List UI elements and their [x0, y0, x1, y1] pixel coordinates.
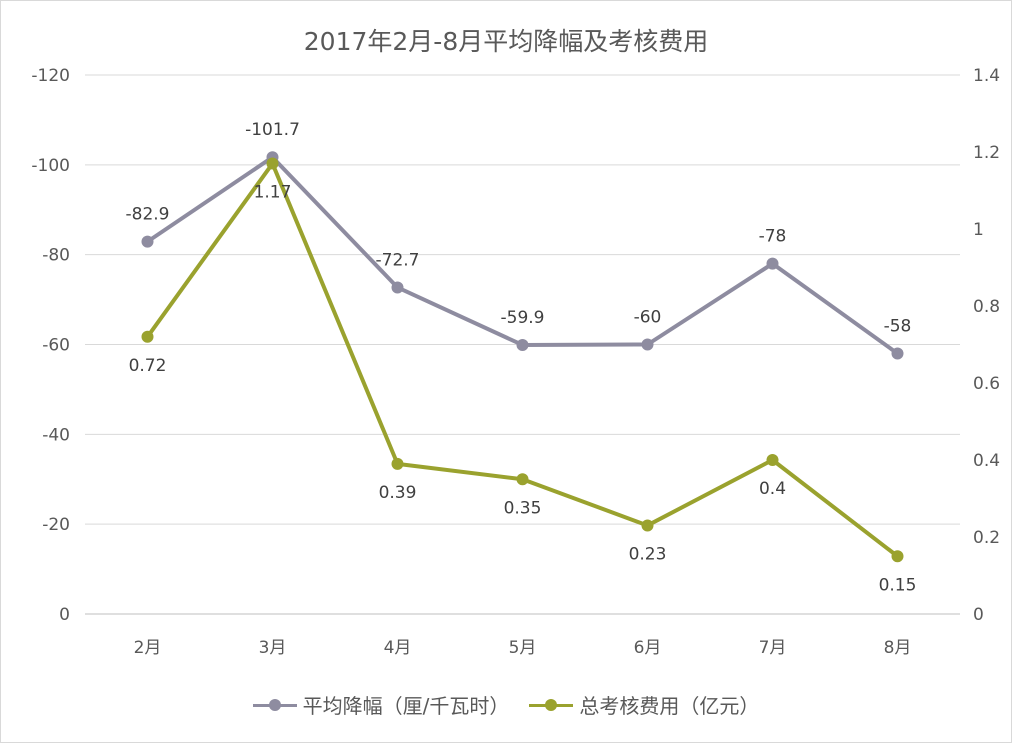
x-axis-tick: 2月	[134, 638, 162, 658]
legend-label-avg-reduction: 平均降幅（厘/千瓦时）	[302, 694, 510, 718]
right-axis-tick: 1.4	[973, 66, 1000, 86]
legend-swatch-avg-reduction	[252, 698, 297, 712]
left-axis-tick: -80	[42, 246, 70, 266]
data-point	[391, 281, 404, 294]
data-label: -59.9	[501, 308, 545, 328]
left-axis-tick: 0	[59, 605, 70, 625]
data-label: 0.39	[379, 483, 417, 503]
data-label: 1.17	[254, 183, 292, 203]
right-axis-tick: 1.2	[973, 143, 1000, 163]
data-label: -72.7	[376, 250, 420, 270]
data-point	[641, 338, 654, 351]
data-point	[891, 550, 904, 563]
data-label: -58	[884, 316, 912, 336]
data-label: 0.4	[759, 479, 786, 499]
data-label: 0.15	[879, 575, 917, 595]
x-axis-tick: 6月	[634, 638, 662, 658]
data-label: 0.72	[129, 356, 167, 376]
right-axis-tick: 0.4	[973, 451, 1000, 471]
legend-swatch-total-fee	[529, 698, 574, 712]
data-label: -60	[634, 308, 662, 328]
right-axis-tick: 0.2	[973, 528, 1000, 548]
data-point	[641, 519, 654, 532]
left-axis-tick: -60	[42, 336, 70, 356]
x-axis-tick: 3月	[259, 638, 287, 658]
right-axis-tick: 0	[973, 605, 984, 625]
left-axis-tick: -40	[42, 425, 70, 445]
data-label: -78	[759, 227, 787, 247]
data-point	[766, 257, 779, 270]
data-label: 0.23	[629, 544, 667, 564]
data-point	[266, 157, 279, 170]
right-axis-tick: 0.8	[973, 297, 1000, 317]
data-label: -101.7	[245, 120, 300, 140]
x-axis-tick: 4月	[384, 638, 412, 658]
data-label: 0.35	[504, 498, 542, 518]
left-axis-tick: -100	[31, 156, 70, 176]
data-point	[516, 473, 529, 486]
legend: 平均降幅（厘/千瓦时） 总考核费用（亿元）	[0, 690, 1012, 719]
data-point	[141, 330, 154, 343]
data-label: -82.9	[126, 205, 170, 225]
data-point	[516, 338, 529, 351]
data-point	[391, 457, 404, 470]
right-axis-tick: 1	[973, 220, 984, 240]
chart-title: 2017年2月-8月平均降幅及考核费用	[303, 27, 709, 56]
data-point	[891, 347, 904, 360]
x-axis-tick: 5月	[509, 638, 537, 658]
x-axis-tick: 8月	[884, 638, 912, 658]
legend-item-total-fee[interactable]: 总考核费用（亿元）	[529, 690, 759, 719]
legend-label-total-fee: 总考核费用（亿元）	[579, 694, 760, 718]
data-point	[766, 454, 779, 466]
left-axis-tick: -20	[42, 515, 70, 535]
left-axis-tick: -120	[31, 66, 70, 86]
data-point	[141, 235, 154, 248]
right-axis-tick: 0.6	[973, 374, 1000, 394]
legend-item-avg-reduction[interactable]: 平均降幅（厘/千瓦时）	[252, 690, 510, 719]
x-axis-tick: 7月	[759, 638, 787, 658]
